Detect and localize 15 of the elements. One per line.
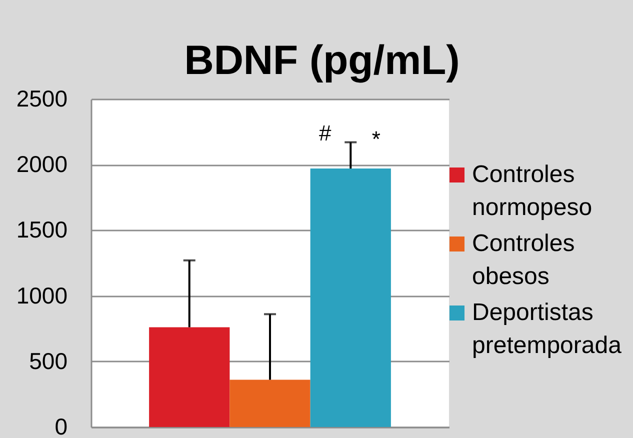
legend-label: Deportistas pretemporada	[472, 299, 622, 359]
chart-title: BDNF (pg/mL)	[184, 37, 460, 83]
y-tick-label: 1000	[16, 282, 68, 308]
annotation: #	[319, 120, 332, 146]
y-tick-label: 2000	[16, 151, 68, 178]
bar	[230, 380, 310, 427]
bar	[149, 327, 230, 427]
annotation: *	[372, 126, 381, 152]
bar	[310, 168, 391, 427]
legend-label: Controles normopeso	[472, 161, 592, 221]
y-tick-label: 1500	[16, 216, 68, 243]
y-tick-label: 0	[54, 414, 68, 438]
y-tick-label: 2500	[16, 86, 68, 112]
legend-label: Controles obesos	[472, 230, 575, 290]
y-tick-label: 500	[29, 348, 68, 374]
